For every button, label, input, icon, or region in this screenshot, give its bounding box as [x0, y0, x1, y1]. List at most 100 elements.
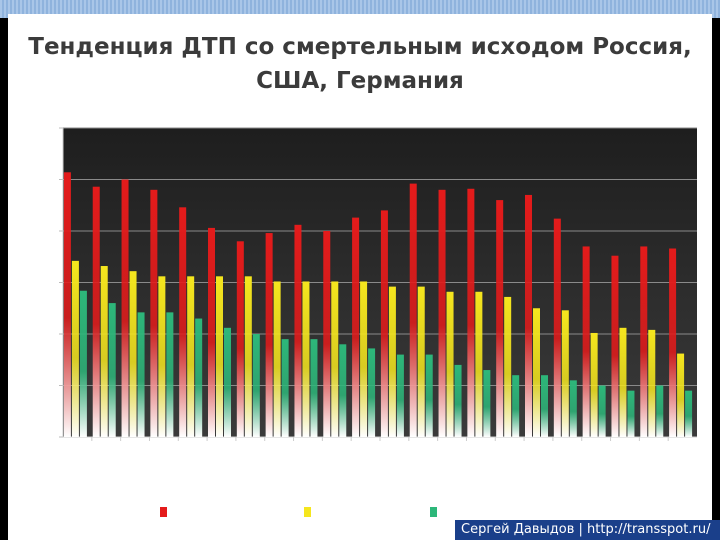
x-tick-label: 1998	[259, 450, 290, 481]
bar-germany	[137, 312, 145, 437]
bar-russia	[525, 194, 532, 437]
x-tick-label: 1992	[86, 450, 117, 481]
bar-russia	[640, 246, 648, 437]
bar-germany	[483, 370, 491, 437]
x-tick-label: 2012	[662, 450, 693, 481]
bar-germany	[281, 339, 289, 437]
bar-germany	[685, 390, 693, 437]
bar-usa	[273, 281, 281, 437]
bar-russia	[63, 172, 71, 438]
bar-germany	[512, 375, 520, 437]
bar-usa	[677, 353, 685, 437]
bar-germany	[79, 290, 87, 437]
bar-germany	[224, 327, 231, 437]
bar-usa	[71, 260, 79, 437]
bar-usa	[475, 291, 483, 437]
bar-usa	[244, 276, 252, 437]
x-tick-label: 2007	[518, 450, 549, 481]
x-tick-label: 2006	[489, 450, 520, 481]
legend-swatch-usa	[304, 507, 311, 517]
bar-usa	[533, 308, 540, 437]
x-tick-label: 1993	[114, 450, 145, 481]
x-tick-label: 2002	[374, 450, 405, 481]
bar-usa	[590, 332, 598, 437]
x-tick-label: 1999	[287, 450, 318, 481]
bar-germany	[310, 339, 318, 437]
bar-usa	[158, 276, 166, 437]
x-tick-label: 2003	[403, 450, 434, 481]
bar-usa	[187, 276, 195, 437]
legend-label-usa: Желтый - США	[316, 505, 410, 519]
y-tick-label: 20,0	[26, 225, 55, 240]
x-tick-label: 1995	[172, 450, 203, 481]
bar-usa	[302, 281, 310, 437]
x-tick-label: 2010	[604, 450, 635, 481]
bar-russia	[265, 233, 273, 437]
bar-russia	[92, 186, 100, 437]
bar-russia	[121, 179, 129, 437]
y-tick-label: 5,0	[34, 380, 55, 395]
bar-usa	[331, 281, 339, 437]
x-tick-label: 1996	[201, 450, 232, 481]
x-tick-label: 2004	[431, 450, 462, 481]
bar-germany	[627, 390, 635, 437]
y-tick-label: 0,0	[34, 431, 55, 446]
y-tick-label: 15,0	[26, 277, 55, 292]
title-line-1: Тенденция ДТП со смертельным исходом Рос…	[28, 34, 692, 60]
x-tick-label: 2001	[345, 450, 376, 481]
y-tick-label: 25,0	[26, 174, 55, 189]
bar-usa	[648, 329, 656, 437]
bar-usa	[129, 271, 137, 437]
title-line-2: США, Германия	[256, 68, 464, 94]
bar-usa	[561, 310, 569, 437]
bar-russia	[582, 246, 590, 437]
x-tick-label: 1994	[143, 450, 174, 481]
slide-title: Тенденция ДТП со смертельным исходом Рос…	[8, 30, 712, 98]
legend-swatch-germany	[430, 507, 437, 517]
y-tick-label: 10,0	[26, 328, 55, 343]
bar-germany	[252, 334, 260, 437]
bar-usa	[446, 291, 454, 437]
bar-germany	[425, 354, 433, 437]
bar-usa	[360, 281, 368, 437]
legend-label-russia: Красный - Россия	[172, 505, 282, 519]
y-tick-label: 30,0	[26, 122, 55, 137]
x-tick-label: 2005	[460, 450, 491, 481]
x-tick-label: 1997	[230, 450, 261, 481]
bar-russia	[669, 248, 677, 437]
bar-russia	[611, 255, 619, 437]
bar-russia	[438, 189, 446, 437]
bar-usa	[216, 276, 223, 437]
bar-russia	[294, 224, 302, 437]
top-decorative-band	[0, 0, 720, 18]
bar-russia	[179, 207, 187, 437]
legend-swatch-russia	[160, 507, 167, 517]
x-tick-label: 1991	[57, 450, 88, 481]
bar-germany	[541, 375, 548, 437]
bar-russia	[380, 210, 388, 437]
bar-russia	[409, 183, 417, 437]
bar-russia	[150, 189, 158, 437]
bar-germany	[368, 348, 376, 437]
bar-germany	[108, 303, 116, 437]
x-tick-label: 2009	[576, 450, 607, 481]
bar-usa	[388, 286, 396, 437]
bar-usa	[504, 296, 512, 437]
bar-russia	[496, 200, 504, 437]
bar-germany	[569, 380, 577, 437]
bar-usa	[100, 266, 108, 437]
bar-germany	[656, 385, 664, 437]
bar-germany	[195, 318, 203, 437]
bar-germany	[454, 364, 462, 437]
bar-russia	[236, 241, 244, 437]
bar-russia	[323, 231, 331, 437]
bar-germany	[396, 354, 404, 437]
bar-russia	[352, 217, 360, 437]
bar-usa	[417, 286, 425, 437]
bar-germany	[598, 385, 606, 437]
bar-russia	[208, 227, 215, 437]
x-tick-label: 2000	[316, 450, 347, 481]
bar-usa	[619, 327, 627, 437]
bar-russia	[553, 218, 561, 437]
